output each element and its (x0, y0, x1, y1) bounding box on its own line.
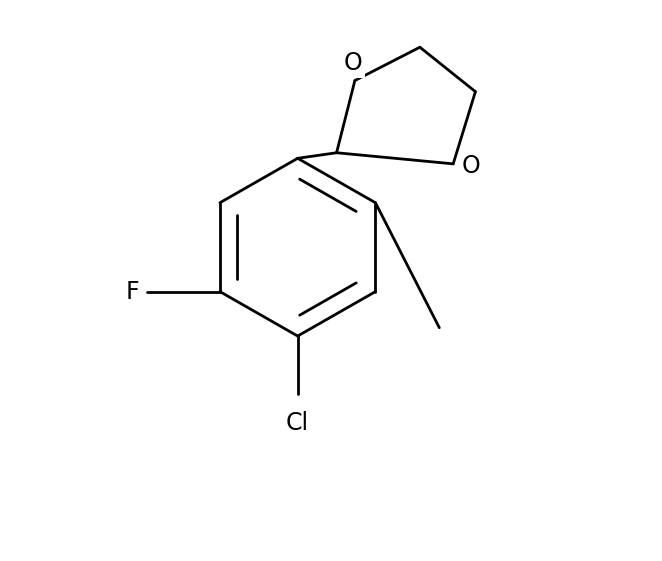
Text: O: O (461, 154, 480, 178)
Text: Cl: Cl (286, 411, 309, 435)
Text: O: O (344, 51, 363, 75)
Text: F: F (126, 279, 140, 304)
